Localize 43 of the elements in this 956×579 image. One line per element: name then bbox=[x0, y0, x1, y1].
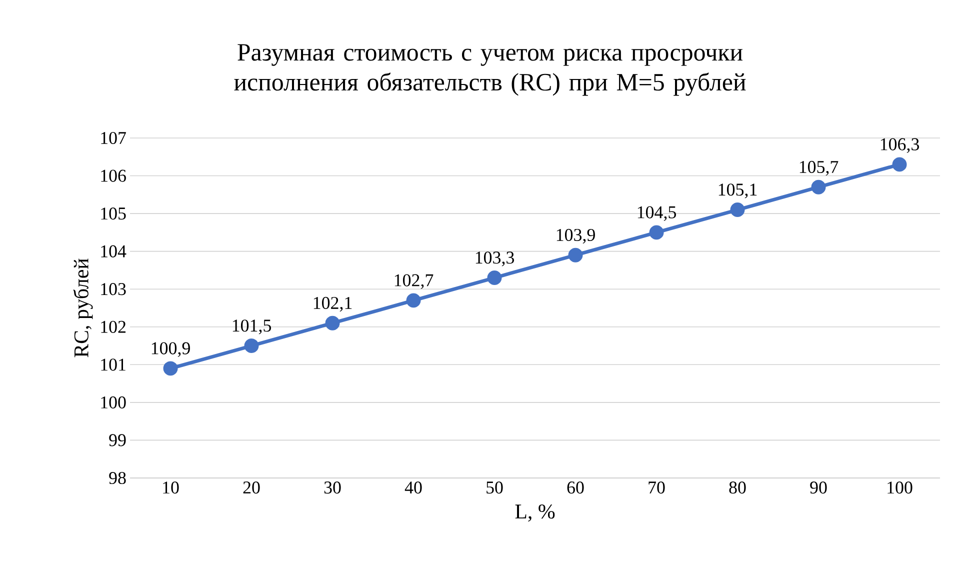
y-tick-label: 106 bbox=[101, 170, 126, 182]
y-axis-title: RC, рублей bbox=[73, 258, 93, 358]
y-tick-label: 105 bbox=[101, 208, 126, 220]
y-tick-label: 103 bbox=[101, 283, 126, 296]
y-tick-label: 100 bbox=[101, 396, 126, 408]
x-axis-title: L, % bbox=[515, 504, 555, 522]
point bbox=[730, 202, 745, 218]
point bbox=[649, 225, 664, 240]
point bbox=[487, 270, 502, 286]
y-tick-label: 98 bbox=[109, 472, 126, 484]
point bbox=[325, 316, 340, 330]
x-tick-label: 10 bbox=[163, 482, 179, 494]
data-label: 102,7 bbox=[394, 274, 434, 289]
y-tick-label: 101 bbox=[101, 358, 126, 371]
point bbox=[568, 248, 583, 262]
point bbox=[811, 180, 826, 194]
point bbox=[406, 293, 421, 308]
x-tick-label: 60 bbox=[567, 482, 584, 494]
x-tick-label: 70 bbox=[648, 482, 665, 494]
point bbox=[163, 361, 178, 376]
data-label: 105,7 bbox=[800, 160, 838, 176]
data-label: 106,3 bbox=[880, 138, 919, 153]
x-tick-label: 100 bbox=[888, 482, 912, 494]
y-tick-label: 104 bbox=[101, 245, 126, 258]
data-label: 100,9 bbox=[152, 342, 190, 357]
data-label: 105,1 bbox=[718, 184, 757, 198]
data-label: 103,3 bbox=[476, 252, 514, 266]
x-tick-label: 90 bbox=[810, 482, 827, 494]
y-tick-label: 99 bbox=[109, 434, 126, 446]
x-tick-label: 40 bbox=[404, 482, 422, 494]
point bbox=[892, 157, 907, 172]
y-tick-label: 102 bbox=[101, 320, 126, 333]
chart-title: Разумная стоимость с учетом риска просрочки исполнения обязательств (RC) при M=5 рублей bbox=[234, 44, 746, 96]
data-label: 104,5 bbox=[638, 206, 676, 221]
y-tick-label: 107 bbox=[101, 132, 126, 144]
data-label: 101,5 bbox=[232, 320, 271, 334]
x-tick-label: 30 bbox=[324, 482, 341, 494]
point bbox=[244, 338, 259, 354]
x-tick-label: 20 bbox=[243, 482, 260, 494]
data-label: 102,1 bbox=[314, 296, 352, 312]
x-tick-label: 80 bbox=[729, 482, 746, 494]
data-label: 103,9 bbox=[556, 228, 595, 244]
x-tick-label: 50 bbox=[486, 482, 503, 494]
